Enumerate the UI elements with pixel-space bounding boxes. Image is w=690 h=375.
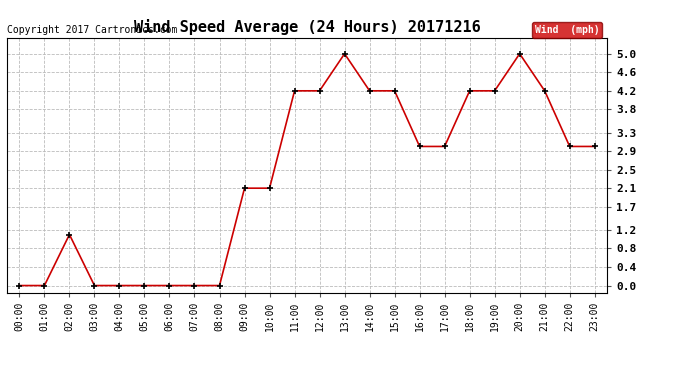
Title: Wind Speed Average (24 Hours) 20171216: Wind Speed Average (24 Hours) 20171216 <box>134 19 480 35</box>
Text: Copyright 2017 Cartronics.com: Copyright 2017 Cartronics.com <box>7 25 177 35</box>
Legend: Wind  (mph): Wind (mph) <box>532 22 602 38</box>
